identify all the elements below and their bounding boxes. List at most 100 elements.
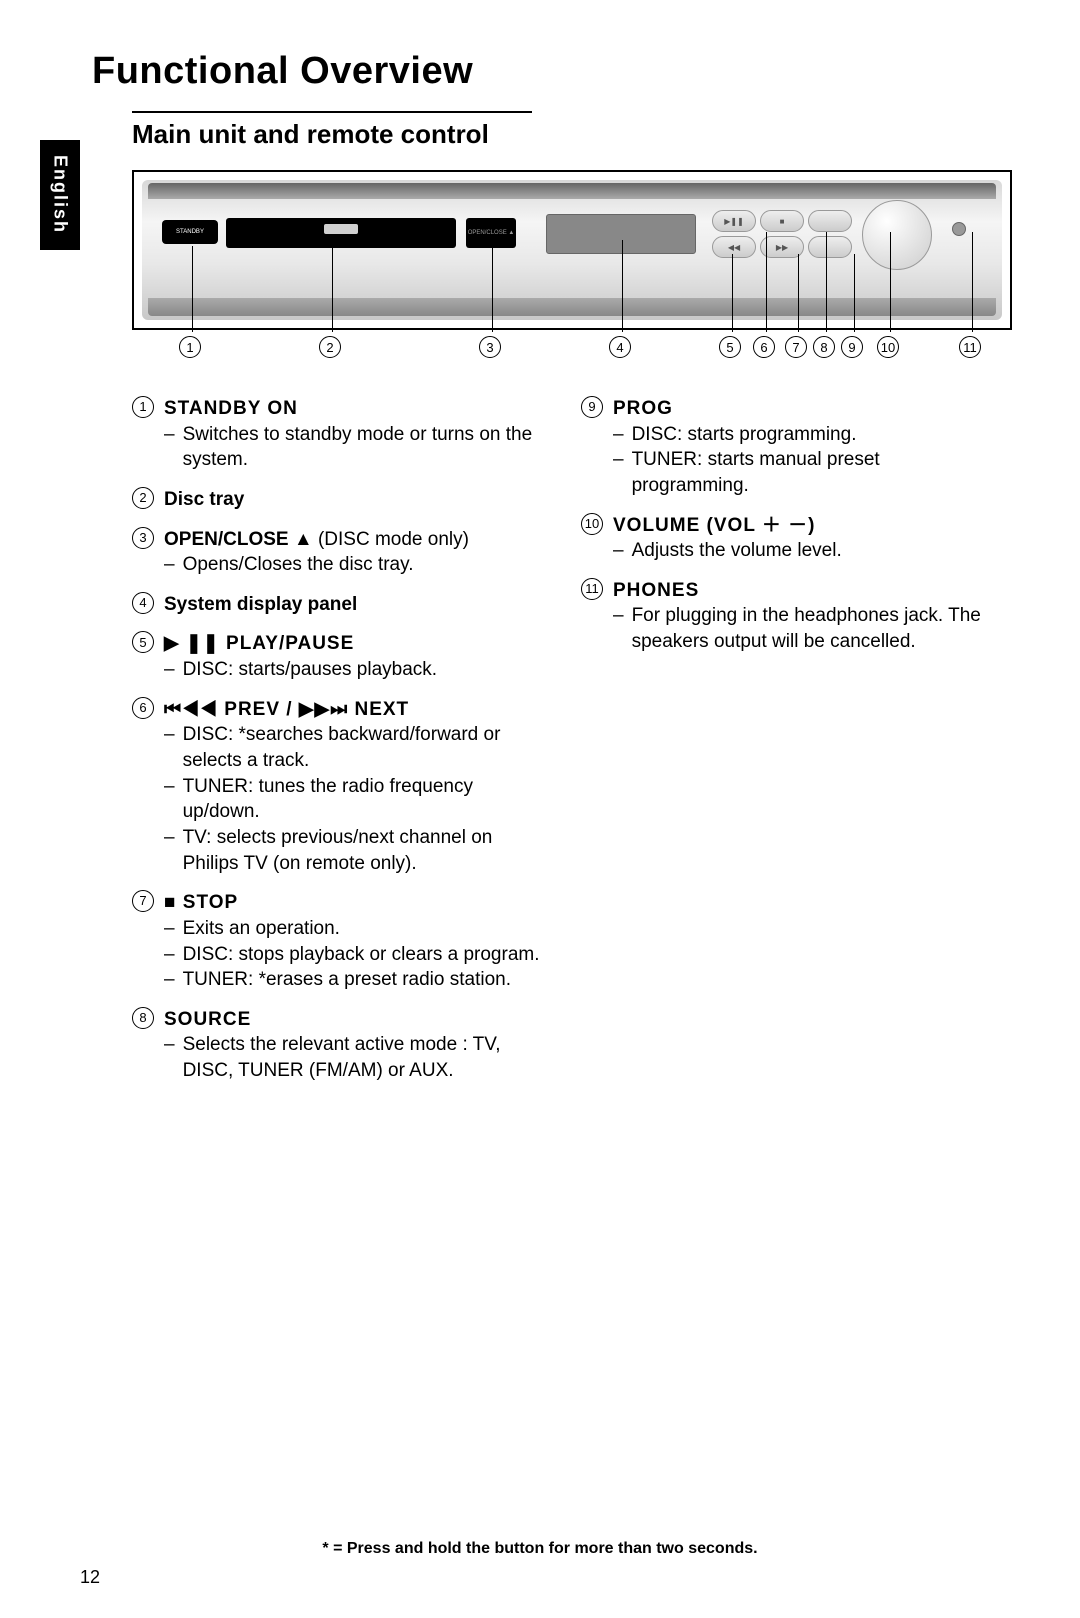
item-description-text: DISC: *searches backward/forward or sele… xyxy=(183,722,551,773)
item-number-circle: 8 xyxy=(132,1007,154,1029)
item-description: –TUNER: starts manual preset programming… xyxy=(613,447,1000,498)
callout-number: 9 xyxy=(841,336,863,358)
item-description-text: Exits an operation. xyxy=(183,916,340,942)
callout-number: 7 xyxy=(785,336,807,358)
item-head: 11PHONES xyxy=(581,578,1000,604)
disc-tray-graphic xyxy=(226,218,456,248)
item-number-circle: 3 xyxy=(132,527,154,549)
page-number: 12 xyxy=(80,1567,100,1588)
item-description: –TUNER: *erases a preset radio station. xyxy=(164,967,551,993)
item-description: –Selects the relevant active mode : TV, … xyxy=(164,1032,551,1083)
callout-line xyxy=(732,254,733,332)
callout-number: 3 xyxy=(479,336,501,358)
dash-icon: – xyxy=(164,657,175,683)
item-number-circle: 7 xyxy=(132,890,154,912)
item-number-circle: 1 xyxy=(132,396,154,418)
item-head: 9PROG xyxy=(581,396,1000,422)
footnote: * = Press and hold the button for more t… xyxy=(0,1540,1080,1558)
callout-line xyxy=(766,232,767,332)
item-head: 1STANDBY ON xyxy=(132,396,551,422)
callout-line xyxy=(890,232,891,332)
description-columns: 1STANDBY ON – Switches to standby mode or … xyxy=(132,396,1000,1098)
prev-btn-graphic: ◀◀ xyxy=(712,236,756,258)
device-body: STANDBY OPEN/CLOSE ▲ ▶❚❚ ■ ◀◀ ▶▶ xyxy=(142,180,1002,320)
item-heading: ⏮◀◀ PREV / ▶▶⏭ NEXT xyxy=(164,697,409,723)
item-description: –TUNER: tunes the radio frequency up/dow… xyxy=(164,774,551,825)
item-description: –For plugging in the headphones jack. Th… xyxy=(613,603,1000,654)
phones-jack-graphic xyxy=(952,222,966,236)
item-number-circle: 5 xyxy=(132,631,154,653)
device-diagram: STANDBY OPEN/CLOSE ▲ ▶❚❚ ■ ◀◀ ▶▶ xyxy=(132,170,1012,330)
language-tab: English xyxy=(40,140,80,250)
item-description: –DISC: starts/pauses playback. xyxy=(164,657,551,683)
source-btn-graphic xyxy=(808,236,852,258)
description-item: 7■ STOP–Exits an operation.–DISC: stops … xyxy=(132,890,551,993)
callout-number-row: 1234567891011 xyxy=(132,336,1012,366)
item-description-text: DISC: starts/pauses playback. xyxy=(183,657,438,683)
item-description: –Opens/Closes the disc tray. xyxy=(164,552,551,578)
item-head: 7 ■ STOP xyxy=(132,890,551,916)
callout-number: 1 xyxy=(179,336,201,358)
item-description-text: TUNER: *erases a preset radio station. xyxy=(183,967,511,993)
control-buttons-graphic: ▶❚❚ ■ ◀◀ ▶▶ xyxy=(712,210,852,258)
item-head: 2Disc tray xyxy=(132,487,551,513)
description-item: 4System display panel xyxy=(132,592,551,618)
callout-number: 5 xyxy=(719,336,741,358)
item-description: –Exits an operation. xyxy=(164,916,551,942)
item-head: 3OPEN/CLOSE ▲ (DISC mode only) xyxy=(132,527,551,553)
item-description: –DISC: *searches backward/forward or sel… xyxy=(164,722,551,773)
description-item: 6⏮◀◀ PREV / ▶▶⏭ NEXT–DISC: *searches bac… xyxy=(132,697,551,876)
volume-knob-graphic xyxy=(862,200,932,270)
description-item: 10VOLUME (VOL ＋ －)–Adjusts the volume le… xyxy=(581,513,1000,564)
description-item: 5▶ ❚❚ PLAY/PAUSE–DISC: starts/pauses pla… xyxy=(132,631,551,682)
dash-icon: – xyxy=(613,538,624,564)
description-item: 9PROG–DISC: starts programming.–TUNER: s… xyxy=(581,396,1000,499)
item-heading: VOLUME (VOL ＋ －) xyxy=(613,513,815,539)
item-description-text: For plugging in the headphones jack. The… xyxy=(632,603,1000,654)
callout-line xyxy=(854,254,855,332)
item-description-text: TV: selects previous/next channel on Phi… xyxy=(183,825,551,876)
page-title: Functional Overview xyxy=(92,50,1000,93)
item-heading: ■ STOP xyxy=(164,890,238,916)
item-head: 5▶ ❚❚ PLAY/PAUSE xyxy=(132,631,551,657)
play-btn-graphic: ▶❚❚ xyxy=(712,210,756,232)
item-heading: PHONES xyxy=(613,578,699,604)
stop-btn-graphic: ■ xyxy=(760,210,804,232)
item-head: 10VOLUME (VOL ＋ －) xyxy=(581,513,1000,539)
open-close-graphic: OPEN/CLOSE ▲ xyxy=(466,218,516,248)
item-number-circle: 6 xyxy=(132,697,154,719)
item-description: –Adjusts the volume level. xyxy=(613,538,1000,564)
item-description-text: Opens/Closes the disc tray. xyxy=(183,552,414,578)
item-description-text: Switches to standby mode or turns on the… xyxy=(183,422,551,473)
dash-icon: – xyxy=(164,1032,175,1083)
subtitle-block: Main unit and remote control xyxy=(132,111,1000,150)
dash-icon: – xyxy=(164,942,175,968)
description-item: 1STANDBY ON–Switches to standby mode or … xyxy=(132,396,551,473)
left-column: 1STANDBY ON – Switches to standby mode or … xyxy=(132,396,551,1098)
standby-button-graphic: STANDBY xyxy=(162,220,218,244)
callout-line xyxy=(192,246,193,332)
callout-line xyxy=(798,254,799,332)
dash-icon: – xyxy=(164,825,175,876)
item-description-text: Adjusts the volume level. xyxy=(632,538,842,564)
callout-number: 11 xyxy=(959,336,981,358)
callout-number: 2 xyxy=(319,336,341,358)
item-description-text: TUNER: tunes the radio frequency up/down… xyxy=(183,774,551,825)
item-description-text: DISC: starts programming. xyxy=(632,422,857,448)
prog-btn-graphic xyxy=(808,210,852,232)
item-description: –DISC: stops playback or clears a progra… xyxy=(164,942,551,968)
display-panel-graphic xyxy=(546,214,696,254)
callout-line xyxy=(622,240,623,332)
callout-number: 10 xyxy=(877,336,899,358)
item-description-text: DISC: stops playback or clears a program… xyxy=(183,942,540,968)
item-description: –TV: selects previous/next channel on Ph… xyxy=(164,825,551,876)
dash-icon: – xyxy=(164,722,175,773)
description-item: 11PHONES–For plugging in the headphones … xyxy=(581,578,1000,655)
callout-number: 4 xyxy=(609,336,631,358)
device-top-bezel xyxy=(148,183,996,199)
dash-icon: – xyxy=(164,774,175,825)
dash-icon: – xyxy=(164,552,175,578)
manual-page: Functional Overview English Main unit an… xyxy=(0,0,1080,1618)
dash-icon: – xyxy=(164,916,175,942)
item-description-text: TUNER: starts manual preset programming. xyxy=(632,447,1000,498)
